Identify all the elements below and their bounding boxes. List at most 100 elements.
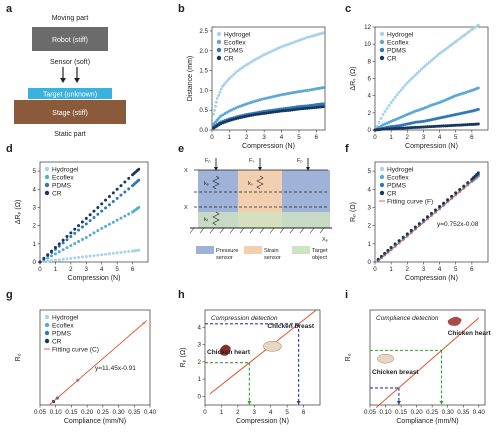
data-point-cr [425, 215, 429, 219]
data-point-hydrogel [212, 112, 216, 116]
data-point-hydrogel [427, 60, 431, 64]
data-point-hydrogel [227, 77, 231, 80]
annotation-chicken-breast: Chicken breast [267, 323, 314, 330]
x-tick-label: 3 [422, 134, 426, 141]
data-point-hydrogel [77, 255, 81, 259]
y-tick-label: 0 [198, 393, 202, 400]
x-tick-label: 0.10 [380, 409, 393, 416]
data-point-hydrogel [393, 95, 397, 99]
data-point-pdms [111, 200, 115, 204]
legend-label: PDMS [52, 182, 72, 189]
x-tick-label: 2 [69, 266, 73, 273]
data-point-hydrogel [425, 62, 429, 66]
legend-marker [379, 31, 385, 37]
x-axis-label: Compression (N) [236, 418, 289, 425]
ground-hatch [209, 227, 215, 234]
data-point-pdms [137, 178, 141, 182]
data-point-cr [454, 191, 458, 195]
data-point-hydrogel [84, 255, 88, 259]
data-point-cr [137, 167, 141, 171]
data-point-hydrogel [391, 98, 395, 102]
data-point-cr [50, 249, 54, 253]
legend-label: PDMS [52, 330, 72, 337]
data-point-cr [123, 180, 127, 184]
data-point-pdms [119, 193, 123, 197]
panel-label-b: b [178, 3, 185, 15]
panel-h: 0 1 2 3 4 5 6 0 1 2 3 4 Compression (N) Rₚ (Ω) Compres… [180, 309, 321, 425]
y-tick-label: 2 [198, 359, 202, 366]
stiffness-label: kₜ [204, 217, 209, 223]
data-point-cr [65, 235, 69, 239]
target-label: Target (unknown) [43, 92, 97, 99]
force-label: Fₚ [205, 158, 211, 164]
legend-label: Hydrogel [224, 31, 251, 38]
data-point-hydrogel [423, 64, 427, 68]
data-point-cr [69, 231, 73, 235]
x-tick-label: 4 [438, 266, 442, 273]
y-tick-label: 1 [368, 241, 372, 248]
legend-label: Ecoflex [387, 174, 409, 181]
data-point-hydrogel [107, 252, 111, 256]
legend-label: Hydrogel [387, 31, 414, 38]
plot-frame [211, 26, 326, 131]
data-point-hydrogel [88, 254, 92, 258]
x-tick-label: 0 [373, 266, 377, 273]
data-point-cr [462, 184, 466, 188]
legend-label: Strain [264, 248, 279, 254]
legend-marker [216, 31, 222, 37]
legend-marker [44, 174, 50, 180]
ground-hatch [249, 227, 255, 234]
legend-label: object [312, 255, 327, 261]
data-point-ecoflex [69, 244, 73, 248]
data-point-hydrogel [104, 252, 108, 256]
data-point-cr [421, 218, 425, 222]
data-point-ecoflex [225, 110, 229, 114]
x-tick-label: 0 [373, 134, 377, 141]
legend-label: CR [387, 55, 397, 62]
data-point-cr [303, 106, 307, 110]
legend-marker [379, 190, 385, 196]
data-point-cr [306, 106, 310, 110]
data-point-cr [42, 256, 46, 260]
data-point-cr [476, 171, 480, 175]
y-tick-label: 2 [368, 223, 372, 230]
data-point-hydrogel [409, 77, 413, 81]
x-axis-label: Compliance (mm/N) [64, 418, 126, 425]
arrow-head [258, 167, 262, 171]
x-tick-label: 5 [285, 409, 289, 416]
data-point-hydrogel [236, 69, 240, 73]
data-point-cr [446, 198, 450, 202]
stage-label: Stage (stiff) [52, 110, 88, 117]
data-point-hydrogel [383, 110, 387, 114]
data-point-hydrogel [436, 53, 440, 57]
data-point-cr [284, 109, 288, 113]
x-axis-label: Compliance (mm/N) [396, 418, 458, 425]
legend-label: Hydrogel [52, 166, 79, 173]
y-tick-label: 0.0 [199, 127, 208, 134]
stage-block [14, 100, 126, 124]
x-tick-label: 6 [131, 266, 135, 273]
data-point-pdms [80, 225, 84, 229]
data-point-cr [57, 242, 61, 246]
legend-label: PDMS [387, 47, 407, 54]
y-tick-label: 1.5 [199, 68, 208, 75]
ground-hatch [189, 227, 195, 234]
x-axis-label: Compression (N) [68, 275, 121, 282]
legend-label: CR [387, 190, 397, 197]
data-point-cr [466, 181, 470, 185]
data-point-hydrogel [226, 78, 230, 82]
data-point-ecoflex [476, 86, 480, 90]
plot-frame [369, 309, 486, 406]
y-tick-label: 5 [368, 168, 372, 175]
data-point-hydrogel [222, 82, 226, 86]
data-point-hydrogel [238, 67, 242, 71]
spring-icon [212, 175, 220, 190]
data-point-hydrogel [215, 96, 219, 100]
y-axis-label: Distance (mm) [187, 56, 194, 102]
data-point-cr [84, 216, 88, 220]
data-point-cr [299, 107, 303, 111]
ground-hatch [299, 227, 305, 234]
data-point-hydrogel [65, 257, 69, 261]
spring-icon [256, 175, 264, 190]
x-tick-label: 6 [302, 409, 306, 416]
